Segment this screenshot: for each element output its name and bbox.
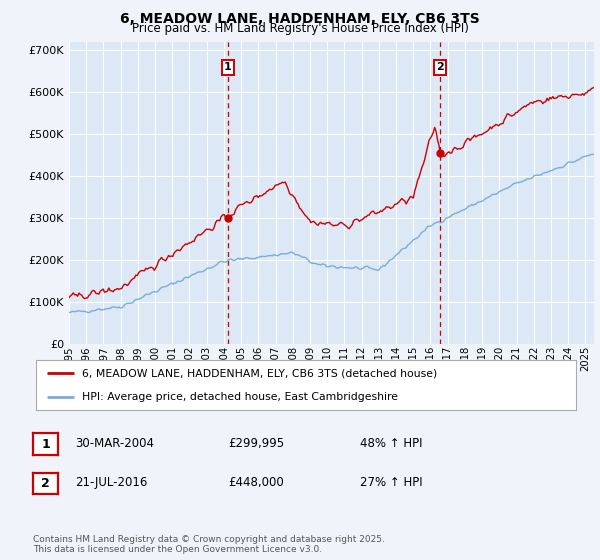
Text: 6, MEADOW LANE, HADDENHAM, ELY, CB6 3TS: 6, MEADOW LANE, HADDENHAM, ELY, CB6 3TS <box>120 12 480 26</box>
Text: 2: 2 <box>436 62 444 72</box>
Text: 30-MAR-2004: 30-MAR-2004 <box>75 437 154 450</box>
Text: 1: 1 <box>41 437 50 451</box>
Text: £299,995: £299,995 <box>228 437 284 450</box>
Text: 21-JUL-2016: 21-JUL-2016 <box>75 476 148 489</box>
Text: 27% ↑ HPI: 27% ↑ HPI <box>360 476 422 489</box>
Text: HPI: Average price, detached house, East Cambridgeshire: HPI: Average price, detached house, East… <box>82 393 398 402</box>
Text: £448,000: £448,000 <box>228 476 284 489</box>
Text: 1: 1 <box>224 62 232 72</box>
Text: 2: 2 <box>41 477 50 490</box>
Text: 6, MEADOW LANE, HADDENHAM, ELY, CB6 3TS (detached house): 6, MEADOW LANE, HADDENHAM, ELY, CB6 3TS … <box>82 368 437 378</box>
Text: 48% ↑ HPI: 48% ↑ HPI <box>360 437 422 450</box>
Text: Contains HM Land Registry data © Crown copyright and database right 2025.
This d: Contains HM Land Registry data © Crown c… <box>33 535 385 554</box>
Text: Price paid vs. HM Land Registry's House Price Index (HPI): Price paid vs. HM Land Registry's House … <box>131 22 469 35</box>
